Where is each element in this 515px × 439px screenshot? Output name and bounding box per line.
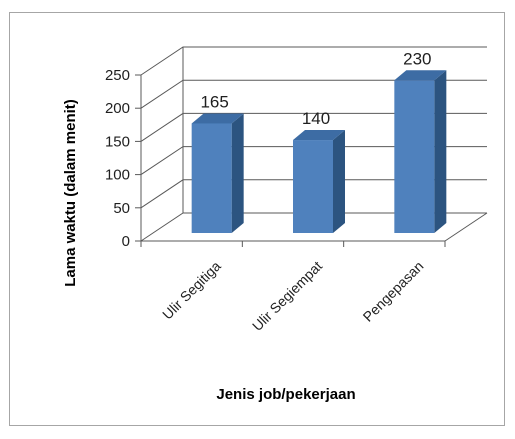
category-label: Pengepasan	[360, 258, 427, 325]
bar-side	[434, 70, 447, 233]
y-tick-labels: 0 50 100 150 200 250	[105, 67, 130, 250]
data-label: 140	[302, 109, 330, 128]
y-tick-label: 50	[113, 200, 130, 217]
y-axis-title: Lama waktu (dalam menit)	[62, 99, 79, 287]
floor-right-edge	[444, 212, 488, 242]
data-label: 165	[200, 92, 228, 111]
bar-top	[191, 113, 244, 124]
y-tick-label: 250	[105, 67, 130, 84]
chart-frame: 0 50 100 150 200 250 165 140 230 Ulir Segitiga U…	[9, 12, 505, 426]
bar-side	[333, 130, 345, 233]
data-labels: 165 140 230	[200, 49, 431, 128]
bar-side	[231, 113, 244, 233]
y-tick-label: 100	[105, 167, 130, 184]
bar-front	[191, 123, 232, 233]
bar-front	[394, 80, 435, 233]
y-tick-label: 0	[122, 233, 130, 250]
data-label: 230	[403, 49, 431, 68]
x-axis-title: Jenis job/pekerjaan	[216, 386, 355, 403]
bar-1	[191, 113, 244, 233]
y-tick-label: 200	[105, 100, 130, 117]
axes	[135, 47, 488, 247]
category-label: Ulir Segitiga	[159, 258, 224, 323]
bars	[191, 70, 447, 233]
bar-2	[293, 130, 345, 233]
bar-3	[394, 70, 447, 233]
bar-top	[394, 70, 447, 81]
bar-top	[293, 130, 345, 141]
y-tick-label: 150	[105, 133, 130, 150]
category-labels: Ulir Segitiga Ulir Segiempat Pengepasan	[159, 258, 426, 334]
category-label: Ulir Segiempat	[249, 258, 325, 334]
bar-front	[293, 140, 333, 233]
